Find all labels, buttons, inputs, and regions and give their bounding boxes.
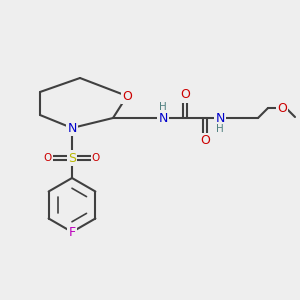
Text: O: O [277, 101, 287, 115]
Text: F: F [68, 226, 76, 238]
Text: N: N [215, 112, 225, 124]
Text: H: H [216, 124, 224, 134]
Text: H: H [216, 124, 224, 134]
Text: S: S [68, 152, 76, 164]
Text: H: H [159, 102, 167, 112]
Text: F: F [68, 226, 76, 238]
Text: O: O [44, 153, 52, 163]
Text: O: O [122, 89, 132, 103]
Text: N: N [67, 122, 77, 134]
Text: S: S [68, 152, 76, 164]
Text: O: O [200, 134, 210, 148]
Text: O: O [92, 153, 100, 163]
Text: N: N [158, 112, 168, 124]
Text: O: O [180, 88, 190, 101]
Text: O: O [180, 88, 190, 101]
Text: N: N [215, 112, 225, 124]
Text: O: O [122, 89, 132, 103]
Text: N: N [67, 122, 77, 134]
Text: O: O [44, 153, 52, 163]
Text: O: O [200, 134, 210, 148]
Text: O: O [277, 101, 287, 115]
Text: N: N [158, 112, 168, 124]
Text: O: O [92, 153, 100, 163]
Text: H: H [159, 102, 167, 112]
